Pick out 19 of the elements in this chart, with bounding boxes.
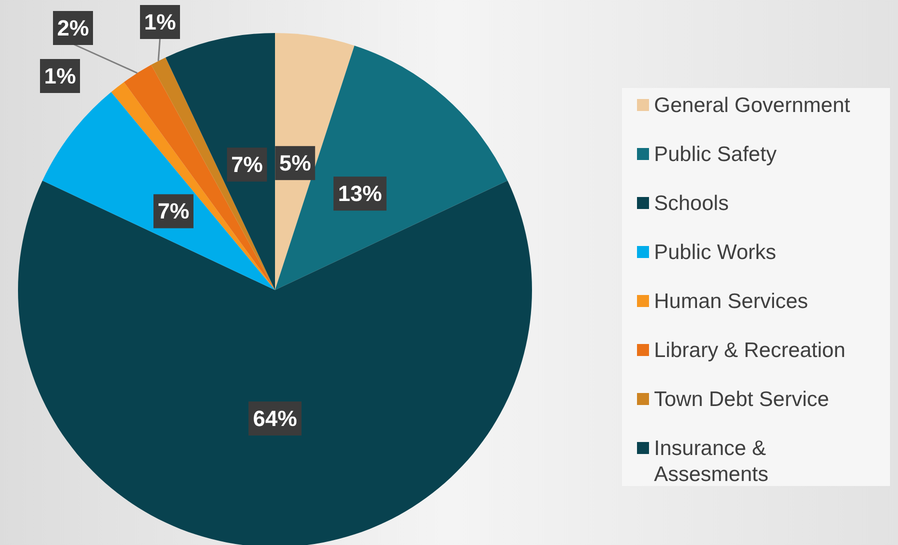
legend-label: Library & Recreation <box>654 338 846 362</box>
legend-label: Schools <box>654 192 729 214</box>
data-label: 64% <box>252 406 298 431</box>
data-label: 1% <box>144 10 176 34</box>
legend-label: Town Debt Service <box>654 388 830 410</box>
data-label: 13% <box>338 181 382 206</box>
data-label: 1% <box>44 64 76 88</box>
legend-label: General Government <box>654 94 850 116</box>
data-label: 7% <box>231 152 263 178</box>
pie-slice <box>151 57 275 290</box>
data-label: 2% <box>57 16 89 40</box>
data-label: 7% <box>158 198 190 224</box>
legend-label: Public Works <box>654 240 776 264</box>
legend-label: Human Services <box>654 290 808 312</box>
legend-label: Insurance & Assesments <box>654 436 768 486</box>
pie-slice <box>42 92 275 290</box>
legend-label: Public Safety <box>654 142 778 166</box>
data-label: 5% <box>279 150 311 176</box>
pie-slice <box>275 46 508 290</box>
